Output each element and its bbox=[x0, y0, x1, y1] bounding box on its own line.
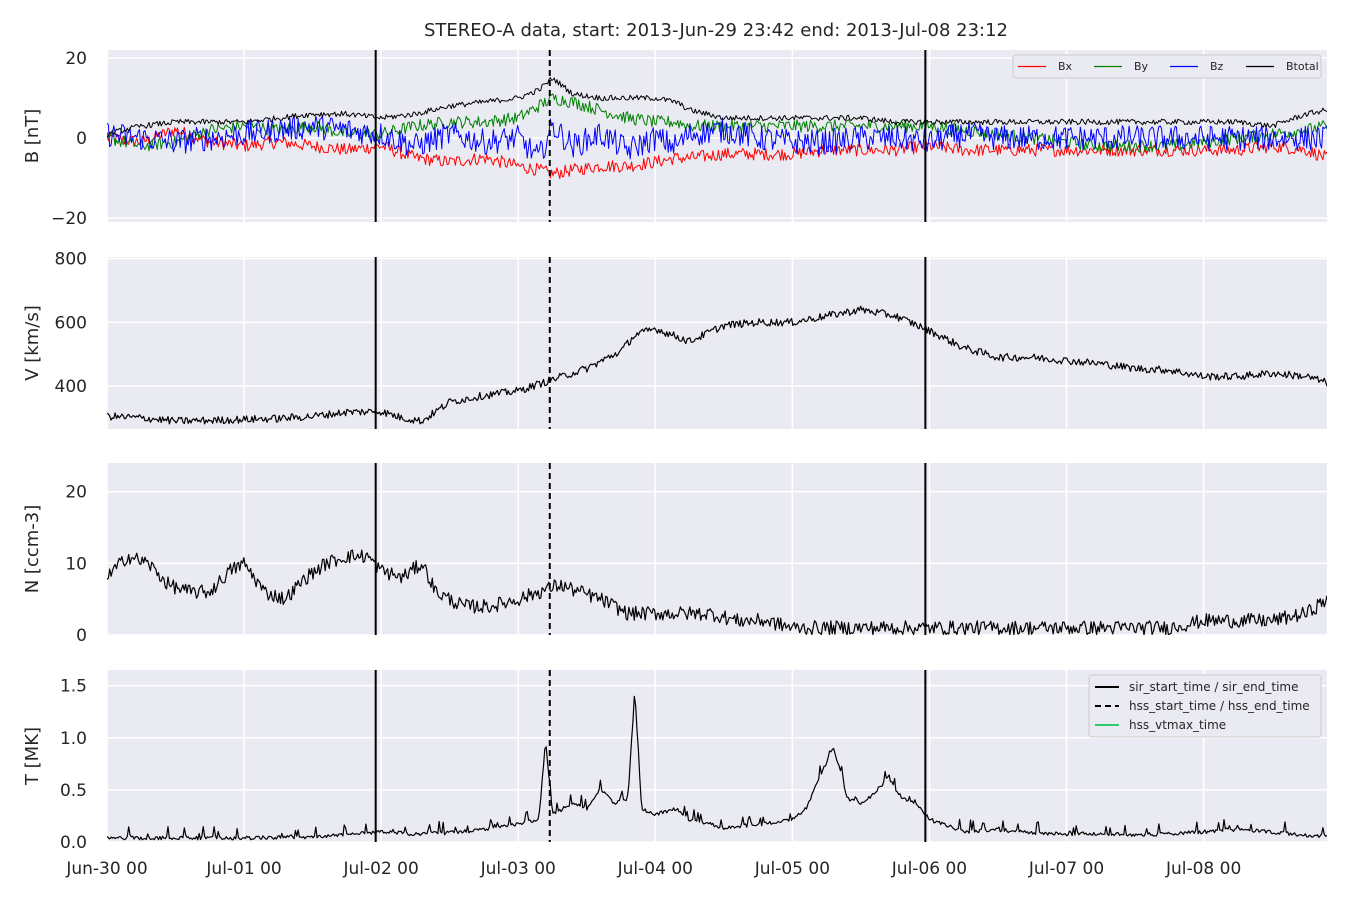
y-tick-label: 10 bbox=[65, 554, 87, 574]
legend-label: hss_vtmax_time bbox=[1129, 718, 1226, 732]
legend-label: Btotal bbox=[1286, 60, 1319, 73]
plot-lines bbox=[107, 695, 1327, 841]
y-axis-label: N [ccm-3] bbox=[22, 505, 43, 594]
x-tick-label: Jul-03 00 bbox=[480, 859, 556, 879]
y-axis-label: T [MK] bbox=[22, 727, 43, 786]
legend-label: Bz bbox=[1210, 60, 1224, 73]
y-tick-label: 0.0 bbox=[60, 833, 87, 853]
panel-3: 0 10 20 N [ccm-3] bbox=[22, 463, 1327, 646]
series-line-bx bbox=[107, 126, 1327, 180]
legend-box bbox=[1012, 54, 1322, 79]
plot-area bbox=[107, 257, 1327, 429]
series-line-btotal bbox=[107, 77, 1327, 138]
y-axis-label: B [nT] bbox=[22, 109, 43, 164]
x-tick-label: Jul-08 00 bbox=[1165, 859, 1241, 879]
y-tick-label: 1.0 bbox=[60, 729, 87, 749]
x-tick-label: Jul-05 00 bbox=[754, 859, 830, 879]
plot-area bbox=[107, 50, 1327, 222]
x-tick-label: Jul-01 00 bbox=[205, 859, 281, 879]
series-line-data bbox=[107, 695, 1327, 841]
plot-lines bbox=[107, 77, 1327, 180]
x-tick-label: Jul-04 00 bbox=[617, 859, 693, 879]
y-tick-label: 800 bbox=[55, 250, 87, 270]
y-tick-label: 20 bbox=[65, 483, 87, 503]
panel-1: −20 0 20 B [nT] Bx By Bz Btotal bbox=[22, 49, 1327, 229]
y-tick-label: 0.5 bbox=[60, 781, 87, 801]
series-line-by bbox=[107, 93, 1327, 153]
series-line-data bbox=[107, 305, 1327, 425]
legend-box bbox=[1088, 674, 1322, 738]
legend-label: hss_start_time / hss_end_time bbox=[1129, 699, 1310, 713]
y-tick-label: −20 bbox=[51, 209, 87, 229]
panel-2: 400 600 800 V [km/s] bbox=[22, 250, 1327, 429]
y-tick-label: 1.5 bbox=[60, 677, 87, 697]
y-tick-label: 400 bbox=[55, 377, 87, 397]
plot-lines bbox=[107, 549, 1327, 635]
panel-4: 0.0 0.5 1.0 1.5 T [MK] sir_start_time / sir_e… bbox=[22, 670, 1327, 853]
plot-lines bbox=[107, 305, 1327, 425]
legend-label: sir_start_time / sir_end_time bbox=[1129, 680, 1299, 694]
series-line-bz bbox=[107, 114, 1327, 160]
y-tick-label: 0 bbox=[76, 129, 87, 149]
y-axis-label: V [km/s] bbox=[22, 305, 43, 380]
legend-label: Bx bbox=[1058, 60, 1073, 73]
x-tick-label: Jun-30 00 bbox=[65, 859, 147, 879]
plot-area bbox=[107, 463, 1327, 635]
y-tick-label: 0 bbox=[76, 626, 87, 646]
x-tick-label: Jul-07 00 bbox=[1028, 859, 1104, 879]
x-tick-label: Jul-02 00 bbox=[342, 859, 418, 879]
series-line-data bbox=[107, 549, 1327, 635]
legend-label: By bbox=[1134, 60, 1149, 73]
x-tick-label: Jul-06 00 bbox=[891, 859, 967, 879]
y-tick-label: 600 bbox=[55, 313, 87, 333]
y-tick-label: 20 bbox=[65, 49, 87, 69]
chart-title: STEREO-A data, start: 2013-Jun-29 23:42 … bbox=[424, 20, 1008, 41]
